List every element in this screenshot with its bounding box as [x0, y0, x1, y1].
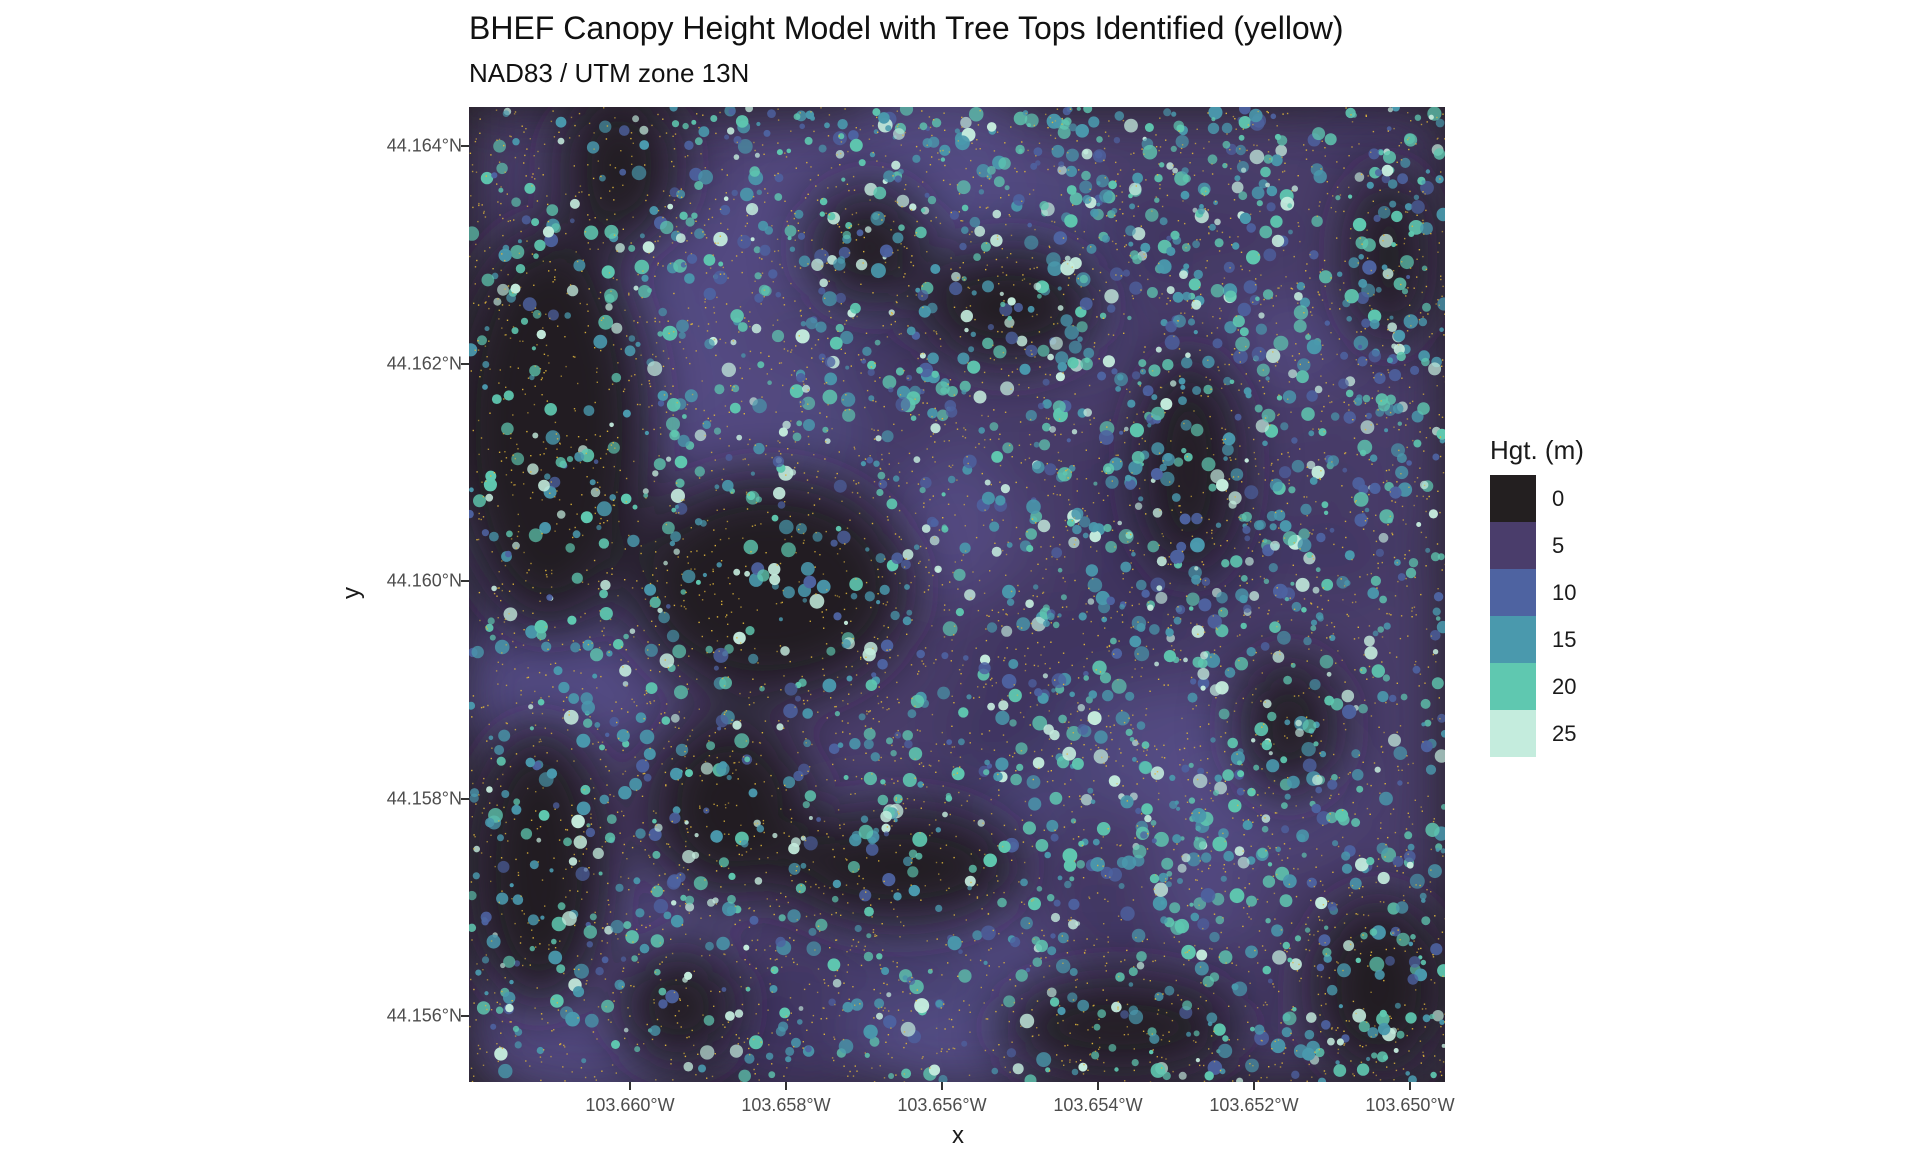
y-tick-label: 44.162°N: [386, 353, 462, 374]
x-tick-mark: [941, 1082, 943, 1090]
legend-label: 10: [1552, 580, 1577, 605]
x-tick-mark: [1097, 1082, 1099, 1090]
y-tick-mark: [461, 363, 469, 365]
legend-label: 25: [1552, 721, 1577, 746]
legend-label: 5: [1552, 533, 1565, 558]
x-tick-label: 103.654°W: [1053, 1095, 1143, 1115]
legend-swatch: [1490, 475, 1536, 522]
x-tick-label: 103.660°W: [585, 1095, 675, 1115]
legend-label: 0: [1552, 486, 1565, 511]
legend-label: 15: [1552, 627, 1577, 652]
y-tick-mark: [461, 1015, 469, 1017]
x-tick-mark: [629, 1082, 631, 1090]
legend-label: 20: [1552, 674, 1577, 699]
x-axis-label: x: [952, 1122, 964, 1149]
legend-swatch: [1490, 616, 1536, 663]
y-tick-mark: [461, 798, 469, 800]
map-title: BHEF Canopy Height Model with Tree Tops …: [469, 10, 1344, 46]
y-tick-label: 44.156°N: [386, 1005, 462, 1026]
x-tick-label: 103.652°W: [1209, 1095, 1299, 1115]
legend-swatch: [1490, 522, 1536, 569]
canopy-height-map: [469, 107, 1445, 1082]
x-tick-mark: [1409, 1082, 1411, 1090]
legend-swatch: [1490, 710, 1536, 757]
x-tick-mark: [785, 1082, 787, 1090]
legend-swatch: [1490, 569, 1536, 616]
canopy-height-raster: [469, 107, 1445, 1082]
y-tick-label: 44.158°N: [386, 788, 462, 809]
y-tick-label: 44.160°N: [386, 570, 462, 591]
y-tick-mark: [461, 145, 469, 147]
y-tick-mark: [461, 580, 469, 582]
y-tick-label: 44.164°N: [386, 135, 462, 156]
x-tick-label: 103.658°W: [741, 1095, 831, 1115]
map-subtitle: NAD83 / UTM zone 13N: [469, 58, 750, 88]
y-axis-label: y: [338, 587, 365, 599]
x-tick-label: 103.656°W: [897, 1095, 987, 1115]
legend-swatch: [1490, 663, 1536, 710]
x-tick-label: 103.650°W: [1365, 1095, 1455, 1115]
x-tick-mark: [1253, 1082, 1255, 1090]
legend-title: Hgt. (m): [1490, 435, 1584, 465]
